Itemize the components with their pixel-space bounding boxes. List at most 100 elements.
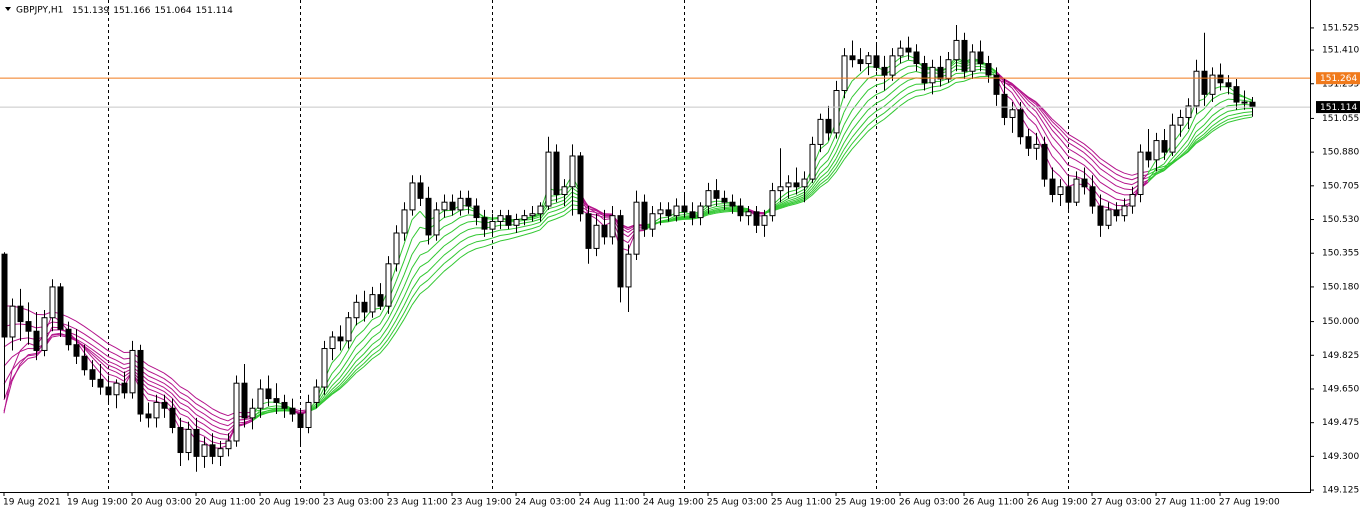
ema-ribbon (955, 80, 965, 83)
ema-ribbon (523, 232, 533, 236)
ema-ribbon (179, 420, 189, 424)
ema-ribbon (1211, 120, 1221, 127)
ema-ribbon (99, 337, 109, 345)
candle-body (1121, 205, 1128, 217)
ema-ribbon (1075, 146, 1085, 153)
ema-ribbon (1179, 148, 1189, 157)
ema-ribbon (507, 232, 517, 235)
ema-ribbon (451, 257, 461, 266)
ema-ribbon (3, 369, 13, 385)
candle-body (33, 330, 40, 351)
ema-ribbon (915, 89, 925, 91)
ema-ribbon (723, 210, 733, 213)
ema-ribbon (1219, 110, 1229, 117)
ema-ribbon (787, 199, 797, 203)
ema-ribbon (531, 221, 541, 226)
candle-body (1137, 151, 1144, 195)
ema-ribbon (907, 71, 917, 74)
x-tick-label: 26 Aug 11:00 (963, 498, 1024, 508)
y-tick-label: 150.000 (1322, 317, 1359, 327)
ema-ribbon (219, 428, 229, 431)
x-tick-label: 25 Aug 19:00 (835, 498, 896, 508)
ema-ribbon (355, 346, 365, 356)
ema-ribbon (107, 381, 117, 383)
candle-body (49, 286, 56, 319)
ema-ribbon (179, 386, 189, 392)
candle-body (145, 413, 152, 419)
candle-body (353, 301, 360, 319)
ema-ribbon (1123, 177, 1133, 181)
ema-ribbon (187, 401, 197, 410)
ema-ribbon (675, 215, 685, 218)
ema-ribbon (411, 226, 421, 240)
ema-ribbon (1027, 96, 1037, 103)
ema-ribbon (1099, 174, 1109, 181)
ema-ribbon (811, 184, 821, 194)
candle-body (1169, 124, 1176, 153)
ema-ribbon (555, 203, 565, 208)
ema-ribbon (1059, 175, 1069, 187)
ema-ribbon (427, 243, 437, 252)
candle-body (201, 444, 208, 457)
ema-ribbon (411, 276, 421, 290)
ohlc-value: 151.139 (72, 6, 109, 16)
ema-ribbon (811, 177, 821, 189)
ema-ribbon (547, 206, 557, 210)
ema-ribbon (1075, 142, 1085, 149)
candle-body (737, 205, 744, 217)
ema-ribbon (99, 365, 109, 375)
candle-body (521, 215, 528, 221)
ema-ribbon (515, 230, 525, 234)
y-tick-label: 149.125 (1322, 486, 1359, 496)
ema-ribbon (659, 221, 669, 224)
ema-ribbon (75, 328, 85, 335)
candle-body (777, 186, 784, 192)
ema-ribbon (1155, 166, 1165, 169)
ema-ribbon (1227, 109, 1237, 112)
candle-body (577, 155, 584, 215)
candle-body (9, 305, 16, 338)
ema-ribbon (403, 238, 413, 262)
x-tick-label: 23 Aug 11:00 (387, 498, 448, 508)
candle-body (721, 197, 728, 203)
candle-body (289, 407, 296, 415)
menu-arrow[interactable] (5, 7, 11, 11)
ema-ribbon (1211, 94, 1221, 100)
ema-ribbon (859, 100, 869, 112)
ema-ribbon (187, 416, 197, 427)
ema-ribbon (1067, 164, 1077, 169)
ema-ribbon (555, 199, 565, 204)
ema-ribbon (171, 388, 181, 398)
ema-ribbon (1211, 109, 1221, 117)
ema-ribbon (115, 359, 125, 365)
ema-ribbon (355, 366, 365, 374)
ema-ribbon (155, 378, 165, 384)
ema-ribbon (971, 72, 981, 75)
ema-ribbon (859, 109, 869, 121)
ema-ribbon (1099, 162, 1109, 169)
candle-body (793, 182, 800, 188)
ema-ribbon (931, 85, 941, 88)
candle-body (617, 215, 624, 288)
ema-ribbon (147, 375, 157, 380)
ema-ribbon (859, 66, 869, 75)
candle-body (425, 197, 432, 236)
ema-ribbon (707, 209, 717, 213)
ema-ribbon (1115, 173, 1125, 179)
ema-ribbon (939, 86, 949, 92)
ema-ribbon (83, 345, 93, 353)
ema-ribbon (891, 77, 901, 86)
ema-ribbon (787, 189, 797, 193)
ema-ribbon (91, 348, 101, 356)
ema-ribbon (11, 366, 21, 380)
candle-body (25, 321, 32, 332)
ema-ribbon (371, 349, 381, 356)
ema-ribbon (107, 356, 117, 361)
ema-ribbon (1035, 104, 1045, 115)
candle-body (1233, 86, 1240, 103)
ema-ribbon (347, 346, 357, 361)
ema-ribbon (883, 112, 893, 120)
ema-ribbon (211, 408, 221, 414)
candle-body (121, 382, 128, 394)
ema-ribbon (1043, 111, 1053, 122)
